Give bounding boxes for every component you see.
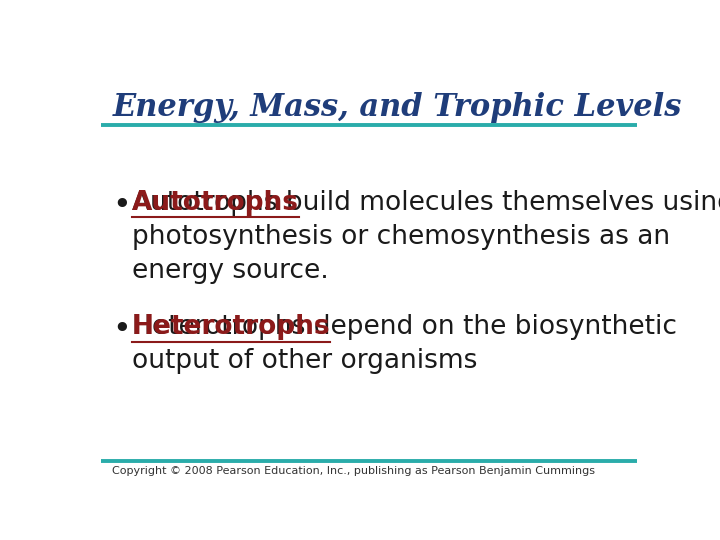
Text: Heterotrophs: Heterotrophs: [132, 314, 330, 340]
Text: Autotrophs build molecules themselves using
photosynthesis or chemosynthesis as : Autotrophs build molecules themselves us…: [132, 190, 720, 284]
Text: Autotrophs: Autotrophs: [132, 190, 299, 215]
Text: •: •: [112, 314, 131, 345]
Text: Energy, Mass, and Trophic Levels: Energy, Mass, and Trophic Levels: [112, 92, 682, 123]
Text: Heterotrophs depend on the biosynthetic
output of other organisms: Heterotrophs depend on the biosynthetic …: [132, 314, 677, 374]
Text: Copyright © 2008 Pearson Education, Inc., publishing as Pearson Benjamin Cumming: Copyright © 2008 Pearson Education, Inc.…: [112, 467, 595, 476]
Text: •: •: [112, 190, 131, 220]
